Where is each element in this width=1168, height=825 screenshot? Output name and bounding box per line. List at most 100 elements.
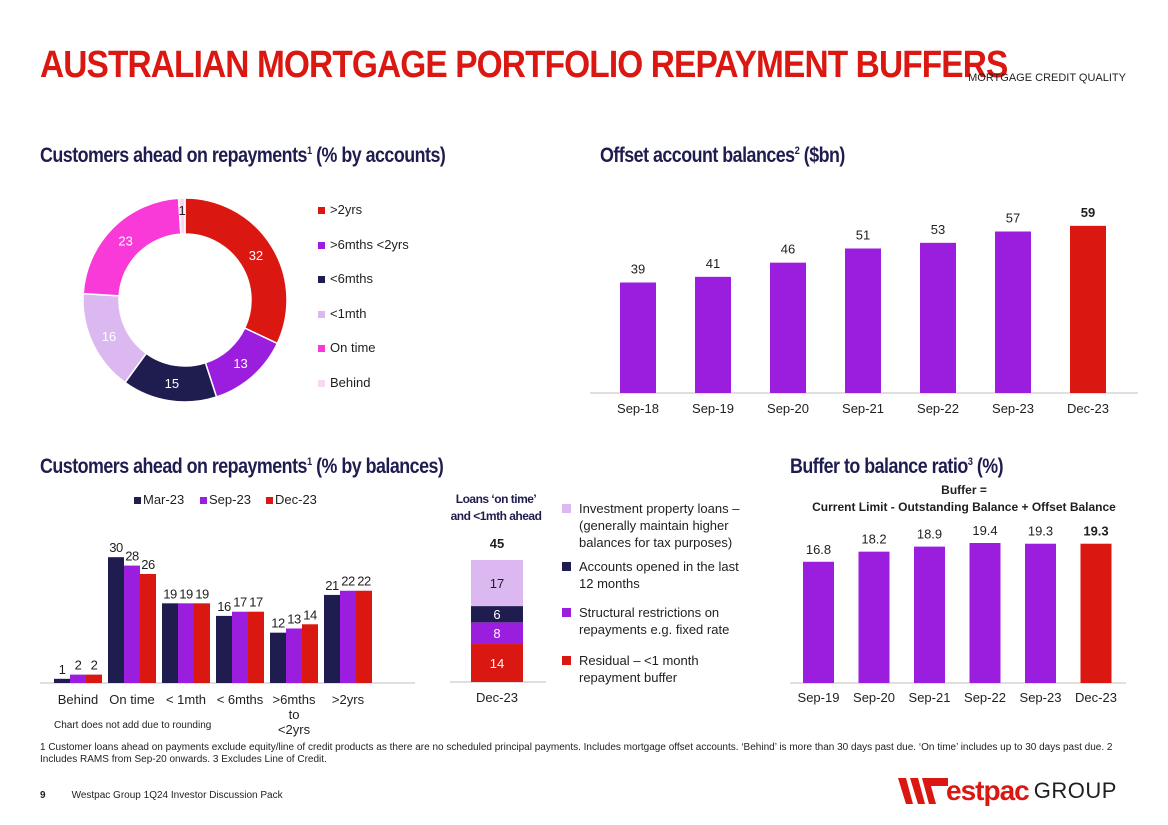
buffer-formula: Buffer = Current Limit - Outstanding Bal…: [786, 482, 1142, 516]
buffer-value-label: 19.3: [1028, 524, 1053, 539]
balances-bar-Dec-23: [86, 674, 102, 683]
balances-value-label: 12: [271, 616, 285, 631]
legend-label: Behind: [330, 374, 371, 390]
buffer-bar-Sep-23: [1025, 543, 1056, 683]
balances-bar-Sep-23: [124, 565, 140, 683]
legend-swatch: [562, 608, 571, 617]
balances-bar-Sep-23: [178, 603, 194, 683]
legend-swatch: [134, 497, 141, 504]
donut-slice-label-3: 16: [102, 329, 116, 344]
footnote: 1 Customer loans ahead on payments exclu…: [40, 742, 1113, 765]
balances-bar-Mar-23: [108, 557, 124, 683]
balances-value-label: 19: [179, 586, 193, 601]
legend-label: Investment property loans – (generally ma…: [579, 501, 740, 550]
stack-segment-label: 8: [493, 626, 500, 641]
legend-label: Sep-23: [209, 492, 251, 507]
balances-bar-Sep-23: [286, 628, 302, 683]
legend-swatch: [266, 497, 273, 504]
buffer-bar-Sep-22: [969, 543, 1001, 683]
balances-tick-label: to: [289, 707, 300, 722]
logo-wordmark: estpac: [946, 775, 1030, 806]
legend-swatch: [562, 562, 571, 571]
page-number: 9: [40, 790, 46, 801]
buffer-value-label: 18.2: [861, 532, 886, 547]
balances-legend-item: Mar-23: [134, 492, 184, 507]
stack-segment-label: 14: [490, 656, 504, 671]
offset-bar-Sep-21: [845, 248, 881, 393]
buffer-tick-label: Sep-21: [909, 690, 951, 705]
legend-label: On time: [330, 340, 376, 355]
offset-tick-label: Sep-23: [992, 401, 1034, 416]
donut-slice-0: [184, 197, 288, 345]
buffer-value-label: 16.8: [806, 542, 831, 557]
buffer-tick-label: Sep-20: [853, 690, 895, 705]
balances-bar-Mar-23: [270, 632, 286, 683]
buffer-tick-label: Sep-19: [798, 690, 840, 705]
legend-label: >2yrs: [330, 202, 363, 217]
buffer-formula-line2: Current Limit - Outstanding Balance + Of…: [812, 500, 1116, 514]
buffer-tick-label: Sep-22: [964, 690, 1006, 705]
stack-segment-3: [471, 560, 523, 607]
legend-label: <1mth: [330, 305, 367, 321]
balances-value-label: 17: [233, 595, 247, 610]
offset-value-label: 46: [781, 242, 795, 257]
legend-label: >6mths <2yrs: [330, 236, 409, 252]
buffer-value-label: 19.4: [972, 523, 997, 538]
legend-label: Accounts opened in the last 12 months: [579, 559, 739, 591]
balances-bar-Sep-23: [70, 674, 86, 683]
donut-legend-item: <6mths: [318, 271, 373, 286]
donut-chart: 32 13 15 16 23 1: [82, 197, 288, 403]
stack-segment-2: [471, 606, 523, 623]
balances-value-label: 19: [163, 586, 177, 601]
legend-label: Residual – <1 month repayment buffer: [579, 653, 699, 685]
buffer-tick-label: Dec-23: [1075, 690, 1117, 705]
balances-bar-Mar-23: [162, 603, 178, 683]
offset-value-label: 51: [856, 228, 870, 243]
stack-legend-item: Investment property loans – (generally ma…: [562, 500, 739, 551]
donut-legend-item: Behind: [318, 375, 370, 390]
stack-total-label: 45: [490, 536, 504, 551]
offset-tick-label: Sep-18: [617, 401, 659, 416]
donut-slice-label-1: 13: [233, 356, 247, 371]
buffer-value-label: 18.9: [917, 527, 942, 542]
balances-bar-Dec-23: [194, 603, 210, 683]
logo-group: GROUP: [1033, 778, 1117, 803]
balances-legend-item: Dec-23: [266, 492, 317, 507]
stack-legend-item: Structural restrictions on repayments e.g…: [562, 604, 729, 638]
legend-swatch: [318, 379, 325, 387]
stack-segment-label: 6: [493, 607, 500, 622]
offset-chart-title: Offset account balances2 ($bn): [600, 144, 845, 167]
balances-value-label: 26: [141, 557, 155, 572]
legend-swatch: [318, 310, 325, 318]
balances-bar-Sep-23: [232, 611, 248, 683]
buffer-bar-chart: 16.8 Sep-19 18.2 Sep-20 18.9 Sep-21 19.4 Sep-22…: [790, 523, 1126, 705]
footer-text: Westpac Group 1Q24 Investor Discussion P…: [71, 790, 283, 801]
offset-bar-Dec-23: [1070, 225, 1106, 393]
balances-value-label: 1: [59, 662, 66, 677]
offset-value-label: 39: [631, 262, 645, 277]
balances-value-label: 21: [325, 578, 339, 593]
buffer-value-label: 19.3: [1083, 524, 1108, 539]
balances-chart-title: Customers ahead on repayments1 (% by bal…: [40, 455, 444, 478]
buffer-tick-label: Sep-23: [1020, 690, 1062, 705]
balances-legend-item: Sep-23: [200, 492, 251, 507]
offset-bar-chart: 39 Sep-18 41 Sep-19 46 Sep-20 51 Sep-21 53 Sep-22…: [590, 205, 1138, 416]
donut-slice-label-2: 15: [165, 376, 179, 391]
balances-value-label: 2: [91, 658, 98, 673]
donut-legend-item: On time: [318, 340, 376, 355]
balances-bar-Dec-23: [302, 624, 318, 683]
donut-legend-item: >2yrs: [318, 202, 362, 217]
offset-bar-Sep-19: [695, 276, 731, 393]
offset-bar-Sep-18: [620, 282, 656, 393]
balances-value-label: 30: [109, 540, 123, 555]
legend-swatch: [562, 656, 571, 665]
rounding-note: Chart does not add due to rounding: [54, 720, 212, 731]
westpac-w-icon: [898, 778, 948, 804]
stack-legend-item: Accounts opened in the last 12 months: [562, 558, 739, 592]
legend-swatch: [562, 504, 571, 513]
offset-value-label: 53: [931, 222, 945, 237]
footer: 9 Westpac Group 1Q24 Investor Discussion …: [40, 790, 283, 801]
balances-bar-Dec-23: [356, 590, 372, 683]
balances-value-label: 17: [249, 595, 263, 610]
